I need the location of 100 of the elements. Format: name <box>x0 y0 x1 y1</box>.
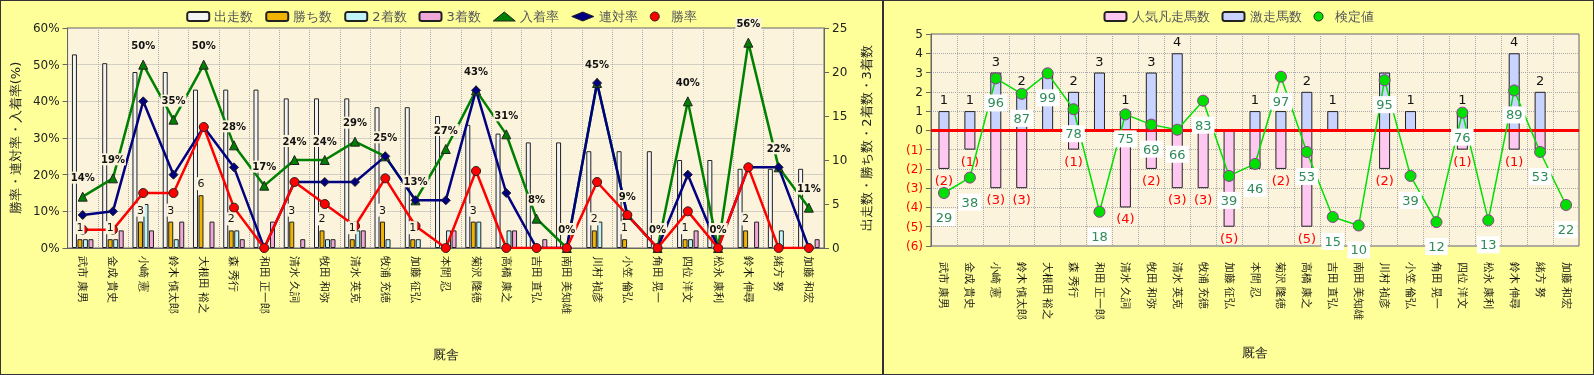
data-label: 1 <box>681 221 689 235</box>
data-label: 99 <box>1039 90 1056 106</box>
data-label: 22% <box>766 142 791 154</box>
data-label: 89 <box>1505 107 1523 123</box>
data-label: 43% <box>464 65 489 77</box>
data-label: 1 <box>939 92 949 108</box>
x-tick-label: 清水 久詞 <box>288 256 301 304</box>
x-axis-title: 厩舎 <box>1242 345 1268 360</box>
legend-label: 出走数 <box>214 9 254 24</box>
data-label: 66 <box>1168 146 1186 162</box>
x-tick-label: 高橋 康之 <box>499 256 513 304</box>
data-label: 3 <box>136 203 144 217</box>
data-label: 45% <box>585 58 610 70</box>
data-label: 2 <box>1302 72 1311 88</box>
data-label: 69 <box>1143 141 1160 157</box>
data-label: 39 <box>1220 192 1238 208</box>
x-tick-label: 小笠 倫弘 <box>620 256 634 305</box>
x-tick-label: 南田 美知雄 <box>560 256 574 315</box>
legend-label: 3着数 <box>446 9 481 24</box>
x-tick-label: 清水 英克 <box>348 256 362 304</box>
data-label: 6 <box>197 177 205 191</box>
y-tick-label: 60% <box>32 21 60 35</box>
data-label: 18 <box>1091 228 1108 244</box>
x-tick-label: 加藤 征弘 <box>1222 262 1236 311</box>
data-label: 1 <box>1406 92 1415 108</box>
y2-tick-label: 25 <box>832 21 848 35</box>
data-label: 56% <box>736 18 761 30</box>
data-label: 31% <box>494 109 519 121</box>
data-label: 1 <box>409 221 417 235</box>
data-label: (3) <box>1168 192 1187 208</box>
data-label: (1) <box>1504 153 1524 169</box>
data-label: 3 <box>1095 53 1104 69</box>
data-label: (3) <box>1012 192 1031 208</box>
data-label: 1 <box>621 221 629 235</box>
y-tick-label: (1) <box>906 142 923 157</box>
data-label: (2) <box>1271 172 1291 188</box>
data-label: 76 <box>1454 129 1471 145</box>
data-label: 28% <box>222 120 246 132</box>
data-label: (2) <box>1375 172 1394 188</box>
data-label: 1 <box>1250 92 1260 108</box>
y-tick-label: 2 <box>915 84 923 99</box>
data-label: 29% <box>343 117 367 129</box>
x-tick-label: 菊沢 隆徳 <box>469 256 483 304</box>
x-tick-label: 牧田 和弥 <box>1144 262 1158 310</box>
data-label: 9% <box>618 190 636 202</box>
y2-tick-label: 5 <box>832 197 840 211</box>
data-label: 50% <box>131 40 156 52</box>
x-tick-label: 角田 晃一 <box>1429 262 1443 310</box>
x-tick-label: 加藤 征弘 <box>409 256 423 305</box>
data-label: 97 <box>1272 93 1290 109</box>
data-label: (5) <box>1219 230 1239 246</box>
data-label: 17% <box>252 161 277 173</box>
data-label: 3 <box>1147 53 1156 69</box>
data-label: 24% <box>312 135 337 147</box>
x-tick-label: 川村 禎彦 <box>1378 262 1392 310</box>
legend-label: 2着数 <box>372 9 407 24</box>
data-label: 38 <box>961 194 979 210</box>
x-tick-label: 吉田 直弘 <box>1326 262 1340 311</box>
y-tick-label: (6) <box>906 239 923 253</box>
data-label: 8% <box>528 194 546 206</box>
x-tick-label: 松永 康利 <box>1481 262 1495 310</box>
x-tick-label: 緒方 努 <box>772 255 786 293</box>
x-axis-title: 厩舎 <box>432 347 459 362</box>
data-label: 1 <box>76 221 84 235</box>
data-label: 1 <box>1121 92 1130 108</box>
legend-label: 人気凡走馬数 <box>1131 9 1210 24</box>
data-label: 22 <box>1557 221 1575 237</box>
data-label: 3 <box>469 203 477 217</box>
y2-tick-label: 0 <box>832 241 840 255</box>
data-label: 2 <box>1535 72 1545 88</box>
y-tick-label: 0 <box>915 123 923 138</box>
x-tick-label: 加藤 和宏 <box>802 256 816 304</box>
y2-tick-label: 15 <box>832 109 848 123</box>
x-tick-label: 森 秀行 <box>227 256 241 293</box>
x-tick-label: 牧田 和弥 <box>318 256 332 304</box>
data-label: (5) <box>1297 230 1317 246</box>
data-label: (3) <box>1193 192 1213 208</box>
data-label: 13 <box>1480 237 1497 253</box>
x-tick-label: 清水 英克 <box>1170 262 1184 310</box>
data-label: 4 <box>1510 34 1519 50</box>
x-tick-label: 金成 貴史 <box>963 262 977 310</box>
data-label: 0% <box>558 223 576 235</box>
y-tick-label: 30% <box>32 131 60 145</box>
legend-label: 勝ち数 <box>293 9 333 24</box>
data-label: 35% <box>161 95 186 107</box>
x-tick-label: 川村 禎彦 <box>590 256 604 304</box>
legend-label: 入着率 <box>520 9 560 24</box>
y-tick-label: 0% <box>40 241 60 255</box>
data-label: 46 <box>1246 180 1264 196</box>
y-tick-label: (2) <box>906 161 923 176</box>
data-label: 53 <box>1531 168 1549 184</box>
y-tick-label: 10% <box>32 204 60 219</box>
data-label: 0% <box>709 223 727 235</box>
x-tick-label: 本間 忍 <box>439 256 453 293</box>
x-tick-label: 金成 貴史 <box>106 256 120 304</box>
data-label: 15 <box>1324 233 1342 249</box>
y-tick-label: 40% <box>32 94 60 109</box>
x-tick-label: 緒方 努 <box>1533 261 1547 299</box>
x-tick-label: 武市 康男 <box>76 256 90 304</box>
x-tick-label: 鈴木 伸尋 <box>741 256 755 304</box>
